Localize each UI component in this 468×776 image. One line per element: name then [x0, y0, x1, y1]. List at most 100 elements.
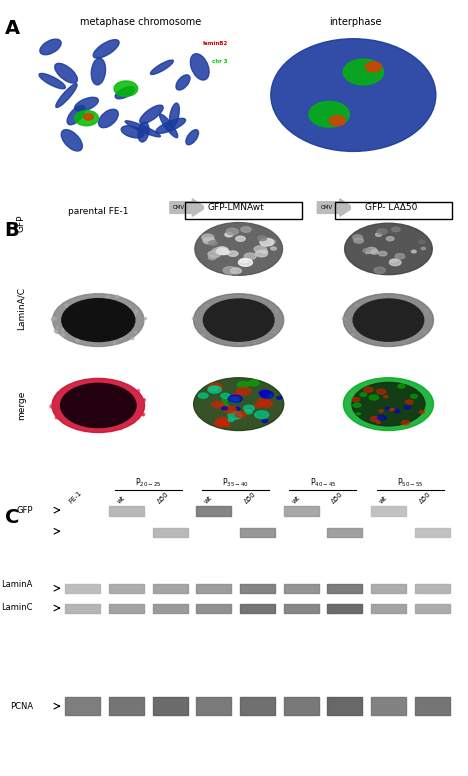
Circle shape [208, 386, 221, 393]
Ellipse shape [61, 130, 82, 151]
Circle shape [374, 267, 386, 273]
Circle shape [210, 386, 218, 391]
Circle shape [215, 251, 220, 254]
Circle shape [228, 395, 242, 403]
Circle shape [410, 394, 417, 398]
Text: LaminC: LaminC [1, 603, 33, 611]
Circle shape [216, 417, 230, 425]
Circle shape [208, 383, 222, 391]
Circle shape [228, 251, 238, 256]
Text: C: C [5, 508, 19, 527]
Circle shape [344, 59, 384, 85]
Ellipse shape [138, 122, 149, 142]
Text: GFP-LMNAwt: GFP-LMNAwt [208, 203, 265, 212]
Ellipse shape [39, 74, 66, 88]
Text: GFP: GFP [17, 214, 26, 232]
Circle shape [202, 234, 214, 241]
Text: parental FE-1: parental FE-1 [68, 206, 129, 216]
Circle shape [363, 248, 371, 253]
Circle shape [366, 62, 381, 72]
Circle shape [418, 240, 425, 244]
Circle shape [352, 397, 360, 401]
Circle shape [212, 248, 222, 253]
Circle shape [352, 234, 362, 240]
Circle shape [225, 424, 230, 427]
Text: B: B [5, 221, 20, 240]
Circle shape [255, 404, 261, 407]
Ellipse shape [204, 299, 274, 341]
Ellipse shape [344, 293, 433, 346]
Circle shape [233, 393, 239, 397]
Circle shape [357, 413, 360, 415]
Circle shape [225, 233, 233, 237]
Ellipse shape [93, 40, 119, 58]
Ellipse shape [91, 58, 106, 85]
Circle shape [419, 411, 424, 414]
Circle shape [385, 407, 389, 410]
Circle shape [203, 237, 215, 244]
Circle shape [371, 250, 378, 254]
Ellipse shape [52, 293, 144, 346]
Text: P$_{35-40}$: P$_{35-40}$ [222, 476, 249, 489]
Circle shape [208, 255, 216, 260]
Text: chr 3: chr 3 [212, 59, 228, 64]
Text: PCNA: PCNA [10, 702, 33, 711]
Circle shape [369, 395, 379, 400]
Circle shape [235, 411, 246, 417]
Circle shape [224, 406, 236, 413]
Text: P$_{40-45}$: P$_{40-45}$ [310, 476, 336, 489]
Circle shape [260, 400, 273, 407]
Ellipse shape [169, 103, 179, 127]
Ellipse shape [67, 106, 85, 125]
Ellipse shape [194, 293, 284, 346]
Ellipse shape [344, 378, 433, 431]
Circle shape [309, 102, 349, 127]
Ellipse shape [186, 130, 198, 145]
Circle shape [354, 238, 364, 243]
Circle shape [238, 258, 252, 266]
Circle shape [379, 410, 383, 412]
Circle shape [386, 237, 394, 241]
Ellipse shape [125, 121, 161, 137]
Circle shape [215, 420, 227, 427]
Circle shape [208, 251, 220, 258]
Ellipse shape [194, 378, 284, 431]
Circle shape [261, 250, 267, 253]
Ellipse shape [190, 54, 209, 80]
Ellipse shape [99, 109, 118, 128]
Text: LaminA/C: LaminA/C [17, 287, 26, 330]
Circle shape [360, 393, 366, 397]
Circle shape [236, 387, 251, 395]
Circle shape [220, 403, 229, 407]
Ellipse shape [352, 383, 425, 426]
Circle shape [256, 251, 268, 257]
Circle shape [366, 248, 377, 253]
Circle shape [392, 227, 400, 232]
Circle shape [223, 267, 237, 274]
Circle shape [227, 228, 238, 235]
Circle shape [366, 251, 369, 254]
Text: wt: wt [291, 494, 301, 504]
Text: laminB2: laminB2 [203, 41, 228, 47]
Ellipse shape [52, 379, 145, 432]
Ellipse shape [56, 84, 77, 107]
Ellipse shape [344, 223, 432, 275]
Circle shape [258, 236, 267, 241]
Circle shape [406, 400, 413, 404]
Circle shape [277, 397, 282, 399]
Text: CMV: CMV [321, 205, 333, 210]
Circle shape [377, 229, 387, 234]
Circle shape [378, 415, 387, 420]
Text: wt: wt [204, 494, 214, 504]
Circle shape [220, 249, 229, 255]
Circle shape [377, 421, 380, 424]
Circle shape [268, 240, 276, 244]
Circle shape [198, 393, 208, 398]
Circle shape [404, 406, 410, 409]
Circle shape [390, 258, 397, 262]
Circle shape [263, 392, 273, 397]
Ellipse shape [160, 114, 178, 137]
Circle shape [228, 411, 242, 419]
Circle shape [229, 397, 240, 403]
Text: wt: wt [378, 494, 388, 504]
